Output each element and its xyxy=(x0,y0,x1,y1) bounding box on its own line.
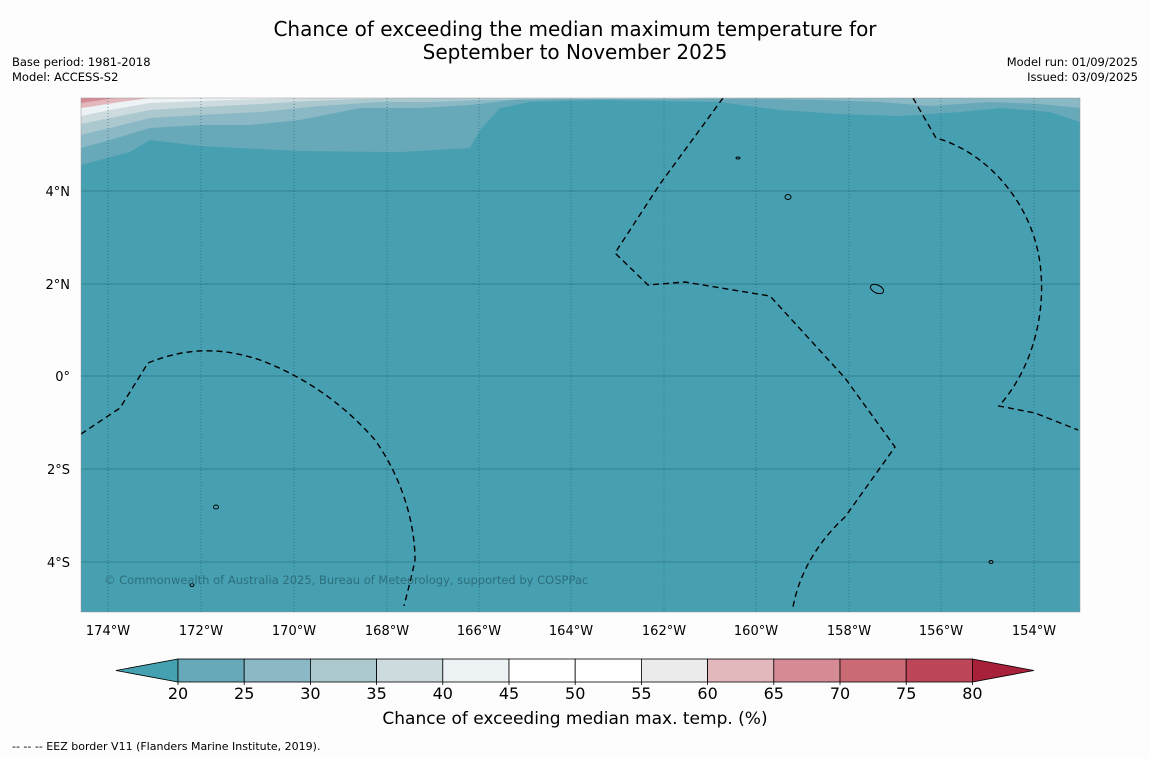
colorbar-over-arrow xyxy=(972,658,1035,683)
eez-border-east xyxy=(912,98,1079,431)
latitude-label: 4°S xyxy=(47,556,70,571)
latitude-labels: 4°N 2°N 0° 2°S 4°S xyxy=(46,185,71,571)
latitude-label: 2°S xyxy=(47,463,70,478)
longitude-label: 156°W xyxy=(919,624,963,639)
colorbar-tick-label: 35 xyxy=(366,684,386,703)
colorbar-tick-label: 20 xyxy=(168,684,188,703)
latitude-label: 0° xyxy=(55,370,70,385)
longitude-label: 168°W xyxy=(365,624,409,639)
colorbar-segment xyxy=(442,658,510,683)
title-line-1: Chance of exceeding the median maximum t… xyxy=(273,17,877,41)
colorbar-tick-label: 45 xyxy=(499,684,519,703)
copyright-text: © Commonwealth of Australia 2025, Bureau… xyxy=(104,573,588,587)
island-small-1 xyxy=(735,156,741,160)
title-line-2: September to November 2025 xyxy=(422,40,728,64)
longitude-label: 162°W xyxy=(642,624,686,639)
longitude-label: 160°W xyxy=(734,624,778,639)
longitude-label: 170°W xyxy=(272,624,316,639)
island-tabuaeran xyxy=(784,194,792,200)
base-period-text: Base period: 1981-2018 xyxy=(12,55,151,69)
colorbar-tick-label: 80 xyxy=(962,684,982,703)
colorbar-tick-label: 40 xyxy=(433,684,453,703)
colorbar: 20 25 30 35 40 45 50 55 60 65 70 75 80 xyxy=(115,658,1035,703)
contour-band-45 xyxy=(81,98,320,116)
colorbar-segment xyxy=(839,658,907,683)
colorbar-tick-label: 70 xyxy=(830,684,850,703)
contour-band-35 xyxy=(81,98,700,135)
longitude-label: 166°W xyxy=(457,624,501,639)
issued-text: Issued: 03/09/2025 xyxy=(1027,70,1138,84)
contour-band-30 xyxy=(81,98,1080,148)
eez-borders xyxy=(81,98,1079,608)
map-frame xyxy=(80,97,1081,613)
colorbar-segment xyxy=(574,658,642,683)
eez-border-tokelau xyxy=(81,350,416,607)
colorbar-segment xyxy=(905,658,973,683)
island-small-2 xyxy=(213,504,219,510)
colorbar-tick-label: 65 xyxy=(764,684,784,703)
contour-band-25 xyxy=(81,98,1080,165)
island-kiritimati xyxy=(869,283,885,295)
colorbar-tick-label: 30 xyxy=(300,684,320,703)
colorbar-tick-label: 50 xyxy=(565,684,585,703)
longitude-label: 164°W xyxy=(549,624,593,639)
latitude-label: 2°N xyxy=(46,278,71,293)
meta-left: Base period: 1981-2018 Model: ACCESS-S2 xyxy=(12,55,151,85)
island-small-3 xyxy=(988,560,994,564)
colorbar-tick-label: 60 xyxy=(697,684,717,703)
eez-legend-footer: -- -- -- EEZ border V11 (Flanders Marine… xyxy=(12,740,321,753)
map-background xyxy=(81,98,1080,612)
colorbar-segment xyxy=(243,658,311,683)
colorbar-under-arrow xyxy=(115,658,179,683)
latitude-label: 4°N xyxy=(46,185,71,200)
longitude-label: 154°W xyxy=(1012,624,1056,639)
colorbar-segment xyxy=(508,658,576,683)
colorbar-label: Chance of exceeding median max. temp. (%… xyxy=(382,709,768,729)
island-small-4 xyxy=(189,583,195,587)
colorbar-segment xyxy=(309,658,377,683)
model-text: Model: ACCESS-S2 xyxy=(12,70,119,84)
colorbar-tick-label: 55 xyxy=(631,684,651,703)
graticule xyxy=(81,98,1080,612)
colorbar-segment xyxy=(707,658,775,683)
colorbar-tick-label: 25 xyxy=(234,684,254,703)
contour-band-40 xyxy=(81,98,420,124)
colorbar-segment xyxy=(641,658,709,683)
colorbar-tick-label: 75 xyxy=(896,684,916,703)
colorbar-segment xyxy=(177,658,245,683)
islands xyxy=(189,156,994,587)
map-area xyxy=(81,98,1080,612)
model-run-text: Model run: 01/09/2025 xyxy=(1006,55,1138,69)
longitude-labels: 174°W 172°W 170°W 168°W 166°W 164°W 162°W 160°W… xyxy=(86,624,1056,639)
colorbar-segment xyxy=(376,658,444,683)
chart-title: Chance of exceeding the median maximum t… xyxy=(0,18,1150,64)
colorbar-segment xyxy=(773,658,841,683)
longitude-label: 158°W xyxy=(827,624,871,639)
longitude-label: 172°W xyxy=(179,624,223,639)
meta-right: Model run: 01/09/2025 Issued: 03/09/2025 xyxy=(1007,55,1138,85)
longitude-label: 174°W xyxy=(86,624,130,639)
contour-band-65 xyxy=(81,98,115,103)
eez-border-kiribati-line-islands xyxy=(614,98,896,608)
